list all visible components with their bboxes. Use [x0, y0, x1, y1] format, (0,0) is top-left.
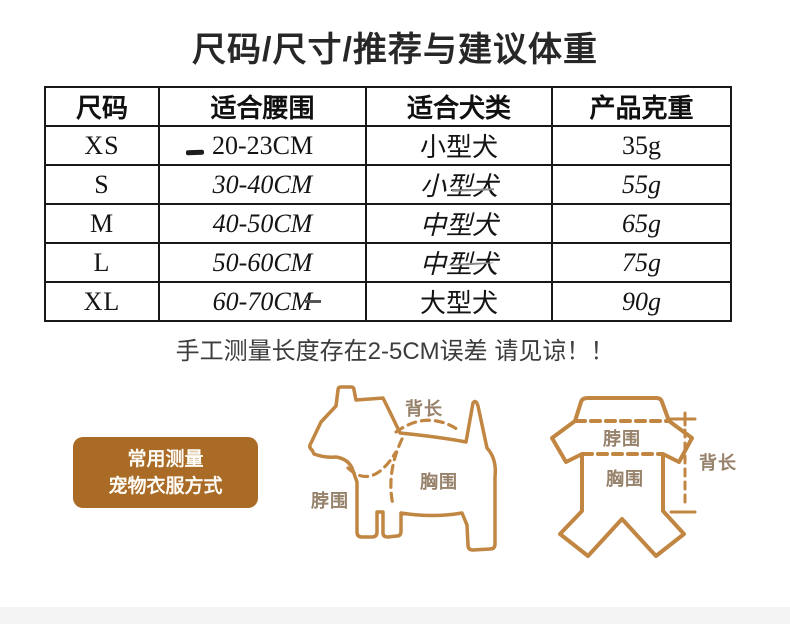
header-waist: 适合腰围 [158, 86, 367, 127]
table-row: XS 20-23CM 小型犬 35g [44, 125, 732, 166]
cell-size: M [44, 203, 160, 244]
cell-size: L [44, 242, 160, 283]
cell-waist: 20-23CM [158, 125, 367, 166]
header-dog-type: 适合犬类 [365, 86, 553, 127]
dog-outline-icon [307, 385, 498, 552]
cell-size: S [44, 164, 160, 205]
cell-size: XL [44, 281, 160, 322]
header-size: 尺码 [44, 86, 160, 127]
table-header-row: 尺码 适合腰围 适合犬类 产品克重 [44, 86, 732, 127]
cell-weight: 90g [551, 281, 732, 322]
garment-measure-diagram: 脖围 胸围 背长 [545, 392, 760, 564]
dog-back-length-label: 背长 [405, 399, 443, 419]
cell-waist: 60-70CM [158, 281, 367, 322]
smudge-artifact [185, 149, 205, 156]
cell-size: XS [44, 125, 160, 166]
footer-strip [0, 607, 790, 624]
garment-neck-girth-label: 脖围 [603, 429, 641, 449]
cell-dog-type: 大型犬 [365, 281, 553, 322]
table-row: M 40-50CM 中型犬 65g [44, 203, 732, 244]
measure-method-badge: 常用测量 宠物衣服方式 [73, 437, 258, 508]
dog-neck-girth-label: 脖围 [311, 491, 349, 511]
cell-weight: 35g [551, 125, 732, 166]
table-row: XL 60-70CM 大型犬 90g [44, 281, 732, 322]
cell-waist: 50-60CM [158, 242, 367, 283]
cell-weight: 65g [551, 203, 732, 244]
table-row: L 50-60CM 中型犬 75g [44, 242, 732, 283]
badge-line-1: 常用测量 [127, 448, 204, 470]
cell-weight: 75g [551, 242, 732, 283]
dog-chest-girth-label: 胸围 [420, 472, 458, 492]
cell-dog-type: 中型犬 [365, 242, 553, 283]
cell-dog-type: 中型犬 [365, 203, 553, 244]
dog-measure-diagram: 背长 胸围 脖围 [290, 385, 510, 560]
garment-outline-icon [550, 396, 697, 558]
cell-waist: 30-40CM [158, 164, 367, 205]
page-title: 尺码/尺寸/推荐与建议体重 [192, 31, 598, 69]
badge-text: 常用测量 宠物衣服方式 [108, 446, 222, 500]
cell-weight: 55g [551, 164, 732, 205]
cell-dog-type: 小型犬 [365, 164, 553, 205]
header-weight: 产品克重 [551, 86, 732, 127]
smudge-artifact [305, 300, 321, 303]
cell-waist: 40-50CM [158, 203, 367, 244]
size-table: 尺码 适合腰围 适合犬类 产品克重 XS 20-23CM 小型犬 35g S 3… [44, 86, 732, 322]
table-row: S 30-40CM 小型犬 55g [44, 164, 732, 205]
garment-chest-girth-label: 胸围 [606, 469, 644, 489]
garment-back-length-label: 背长 [699, 453, 737, 473]
badge-line-2: 宠物衣服方式 [108, 475, 223, 497]
measurement-disclaimer: 手工测量长度存在2-5CM误差 请见谅！！ [175, 338, 615, 365]
cell-dog-type: 小型犬 [365, 125, 553, 166]
